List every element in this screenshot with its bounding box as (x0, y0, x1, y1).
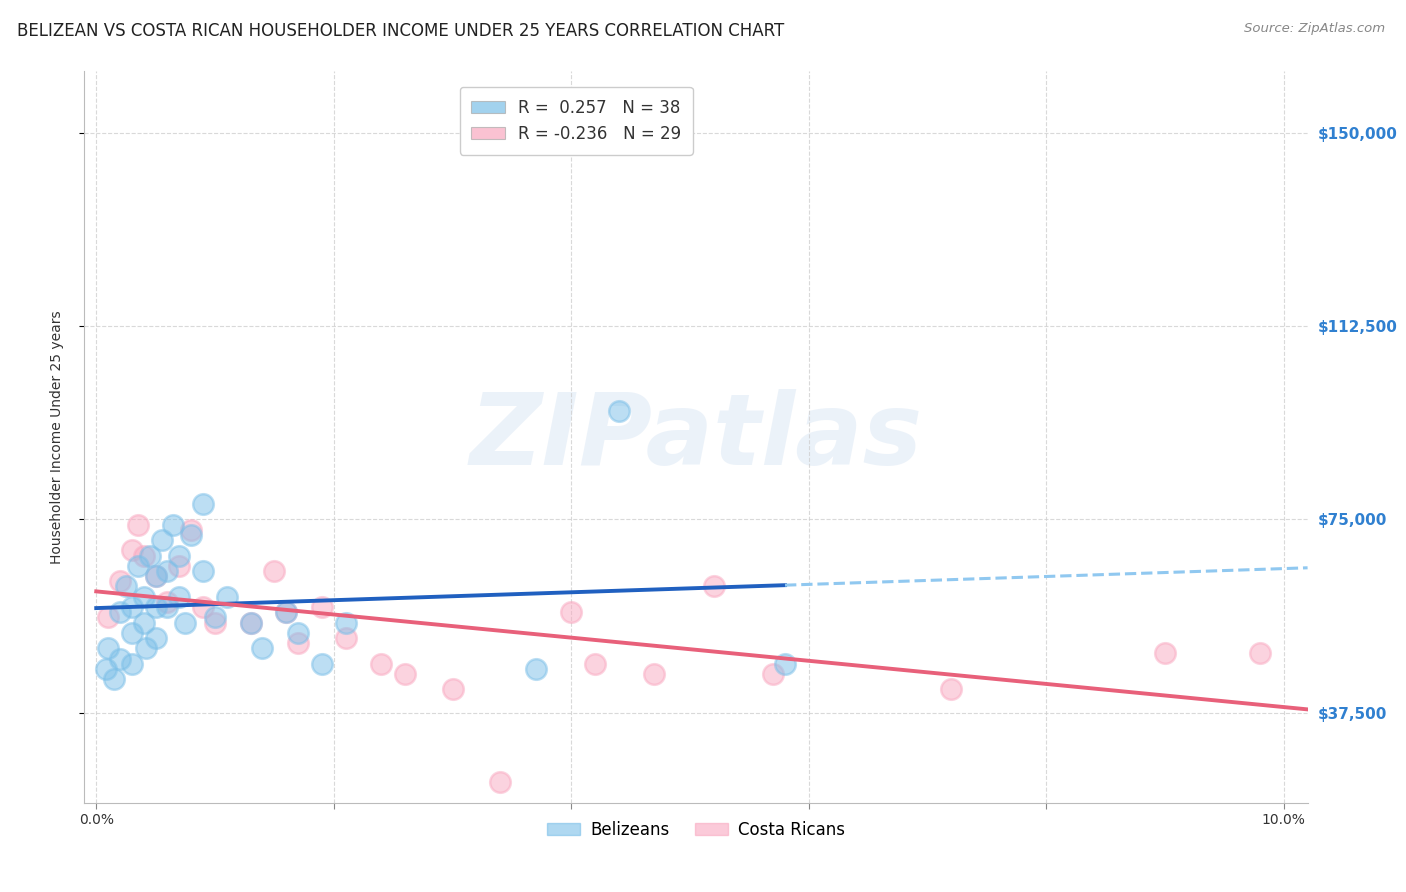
Point (108, 574, 131, 589)
Point (138, 549, 160, 563)
Point (132, 549, 155, 563)
Point (115, 579, 138, 593)
Point (762, 667, 785, 681)
Point (121, 600, 143, 615)
Point (150, 533, 173, 547)
Point (156, 600, 179, 615)
Point (191, 497, 214, 511)
Point (121, 543, 143, 558)
Legend: Belizeans, Costa Ricans: Belizeans, Costa Ricans (540, 814, 852, 846)
Point (941, 682, 963, 697)
Point (180, 528, 202, 542)
Point (489, 775, 512, 789)
Point (394, 667, 416, 681)
Point (204, 615, 226, 630)
Point (703, 579, 725, 593)
Point (162, 517, 184, 532)
Point (135, 641, 157, 656)
Point (607, 404, 630, 418)
Point (108, 605, 131, 619)
Text: Source: ZipAtlas.com: Source: ZipAtlas.com (1244, 22, 1385, 36)
Point (191, 600, 214, 615)
Point (239, 615, 262, 630)
Point (94, 662, 117, 676)
Point (145, 600, 167, 615)
Point (121, 657, 143, 671)
Point (335, 631, 357, 645)
Point (174, 615, 197, 630)
Point (169, 549, 191, 563)
Point (287, 625, 309, 640)
Point (287, 636, 309, 650)
Point (145, 569, 167, 583)
Point (215, 590, 238, 604)
Point (191, 564, 214, 578)
Point (127, 558, 149, 573)
Point (311, 657, 333, 671)
Point (583, 657, 606, 671)
Point (441, 682, 464, 697)
Point (239, 615, 262, 630)
Point (311, 600, 333, 615)
Point (97, 641, 120, 656)
Point (127, 517, 149, 532)
Point (370, 657, 392, 671)
Point (204, 610, 226, 624)
Point (773, 657, 796, 671)
Point (276, 605, 298, 619)
Point (560, 605, 582, 619)
Point (132, 615, 155, 630)
Point (335, 615, 357, 630)
Point (156, 564, 179, 578)
Point (97, 610, 120, 624)
Point (132, 590, 155, 604)
Point (145, 631, 167, 645)
Point (524, 662, 547, 676)
Point (169, 590, 191, 604)
Point (121, 625, 143, 640)
Text: BELIZEAN VS COSTA RICAN HOUSEHOLDER INCOME UNDER 25 YEARS CORRELATION CHART: BELIZEAN VS COSTA RICAN HOUSEHOLDER INCO… (17, 22, 785, 40)
Point (169, 558, 191, 573)
Point (103, 672, 125, 686)
Point (145, 569, 167, 583)
Point (180, 523, 202, 537)
Point (1154, 647, 1177, 661)
Y-axis label: Householder Income Under 25 years: Householder Income Under 25 years (49, 310, 63, 564)
Point (643, 667, 665, 681)
Point (108, 651, 131, 665)
Point (252, 641, 274, 656)
Text: ZIPatlas: ZIPatlas (470, 389, 922, 485)
Point (156, 595, 179, 609)
Point (263, 564, 285, 578)
Point (1249, 647, 1271, 661)
Point (276, 605, 298, 619)
